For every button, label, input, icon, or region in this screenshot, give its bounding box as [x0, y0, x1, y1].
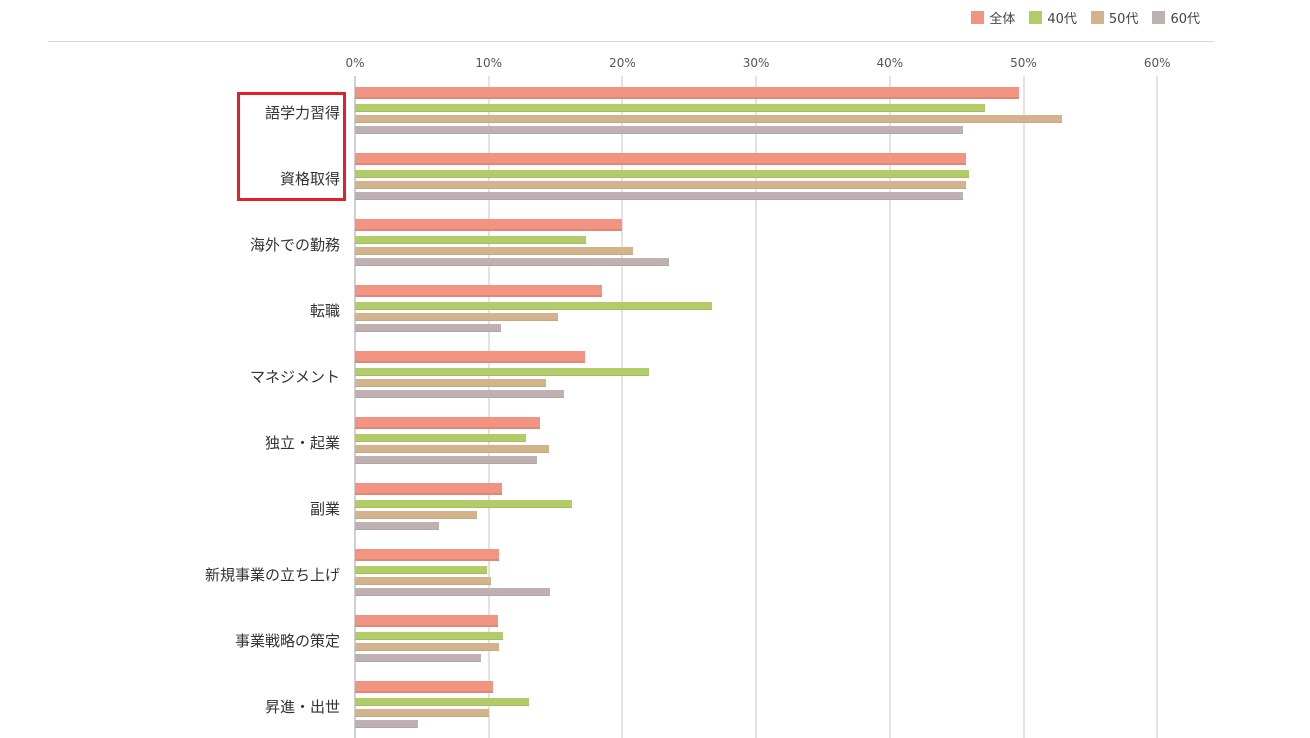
bar-全体: [355, 615, 499, 627]
bar-50代: [355, 511, 477, 519]
bar-60代: [355, 522, 440, 530]
category-label: 副業: [309, 500, 340, 518]
legend-label-40s: 40代: [1047, 12, 1077, 27]
bar-全体: [355, 219, 623, 231]
bar-40代: [355, 236, 587, 244]
category-label: 語学力習得: [264, 104, 340, 122]
category-label: 海外での勤務: [249, 236, 340, 254]
legend-item-40s: 40代: [1029, 8, 1077, 27]
legend-swatch-40s: [1029, 11, 1043, 24]
header-divider: [48, 41, 1214, 42]
bar-group: [355, 549, 1175, 599]
legend-label-60s: 60代: [1170, 12, 1200, 27]
bar-group: [355, 351, 1175, 401]
bar-60代: [355, 324, 501, 332]
bar-group: [355, 219, 1175, 269]
bar-50代: [355, 181, 966, 189]
bar-40代: [355, 566, 488, 574]
legend-label-50s: 50代: [1108, 12, 1139, 27]
bar-40代: [355, 698, 529, 706]
bar-group: [355, 87, 1175, 137]
bar-50代: [355, 577, 492, 585]
legend-swatch-50s: [1090, 11, 1104, 24]
legend: 全体 40代 50代 60代: [971, 8, 1200, 27]
bar-60代: [355, 720, 418, 728]
gridline-30: [755, 76, 758, 738]
bar-全体: [355, 351, 585, 363]
gridline-20: [621, 76, 624, 738]
bar-全体: [355, 483, 503, 495]
x-tick-label: 30%: [742, 56, 770, 70]
bar-50代: [355, 643, 500, 651]
bar-50代: [355, 445, 549, 453]
bar-全体: [355, 417, 540, 429]
bar-group: [355, 681, 1175, 731]
bar-60代: [355, 654, 481, 662]
category-label: 転職: [309, 302, 340, 320]
bar-40代: [355, 434, 527, 442]
x-tick-label: 60%: [1143, 56, 1171, 70]
bar-60代: [355, 390, 564, 398]
bar-60代: [355, 126, 964, 134]
category-label: 昇進・出世: [264, 698, 340, 716]
x-tick-label: 20%: [609, 56, 636, 70]
x-tick-label: 10%: [475, 56, 503, 70]
bar-group: [355, 615, 1175, 665]
gridline-50: [1022, 76, 1025, 738]
category-label: 独立・起業: [264, 434, 340, 452]
bar-40代: [355, 632, 504, 640]
bar-40代: [355, 104, 985, 112]
legend-item-all: 全体: [971, 8, 1015, 27]
gridline-40: [888, 76, 891, 738]
bar-40代: [355, 302, 712, 310]
bar-40代: [355, 170, 969, 178]
bar-group: [355, 153, 1175, 203]
highlight-box: [237, 92, 346, 201]
bar-60代: [355, 456, 537, 464]
bar-group: [355, 483, 1175, 533]
category-label: 事業戦略の策定: [234, 632, 340, 650]
gridline-0: [354, 76, 356, 738]
bar-50代: [355, 115, 1063, 123]
bar-60代: [355, 258, 670, 266]
bar-group: [355, 417, 1175, 467]
gridline-60: [1156, 76, 1159, 738]
bar-40代: [355, 500, 572, 508]
bar-全体: [355, 681, 493, 693]
bar-全体: [355, 549, 500, 561]
bar-60代: [355, 192, 964, 200]
bar-50代: [355, 379, 547, 387]
bar-全体: [355, 153, 966, 165]
bar-50代: [355, 313, 559, 321]
bar-50代: [355, 247, 634, 255]
legend-label-all: 全体: [989, 12, 1016, 27]
x-tick-label: 0%: [345, 56, 365, 70]
x-tick-label: 40%: [876, 56, 904, 70]
bar-60代: [355, 588, 551, 596]
gridline-10: [487, 76, 490, 738]
x-tick-label: 50%: [1010, 56, 1037, 70]
bar-40代: [355, 368, 650, 376]
category-label: 資格取得: [279, 170, 340, 188]
legend-item-60s: 60代: [1152, 8, 1200, 27]
bar-全体: [355, 87, 1020, 99]
category-label: 新規事業の立ち上げ: [204, 566, 340, 584]
legend-swatch-60s: [1152, 11, 1166, 24]
category-label: マネジメント: [249, 368, 340, 386]
bar-50代: [355, 709, 489, 717]
legend-item-50s: 50代: [1090, 8, 1139, 27]
plot-area: [354, 76, 1175, 738]
bar-group: [355, 285, 1175, 335]
legend-swatch-all: [971, 11, 985, 24]
bar-全体: [355, 285, 603, 297]
